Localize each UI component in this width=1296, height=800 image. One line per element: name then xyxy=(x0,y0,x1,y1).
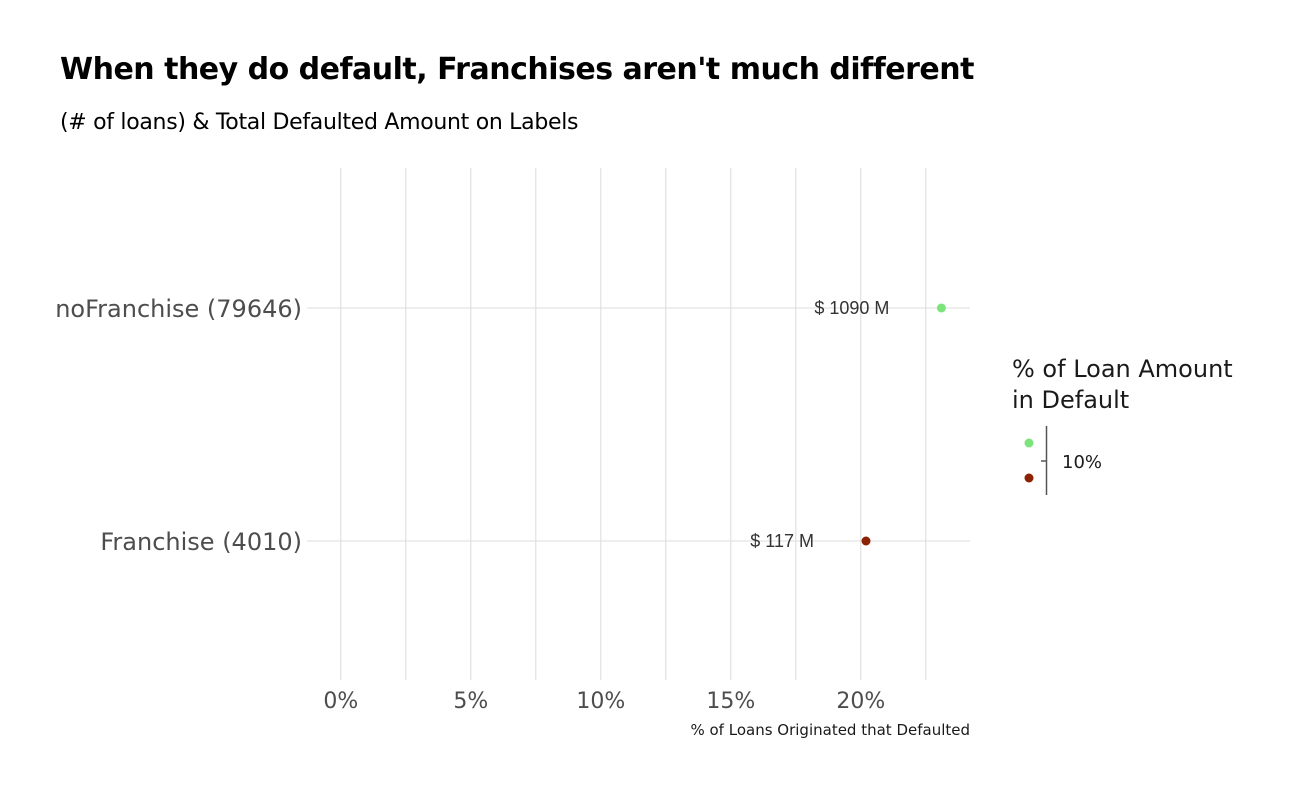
axis-layer: 0% 5% 10% 15% 20% % of Loans Originated that … xyxy=(55,295,970,739)
legend-key-point xyxy=(1024,438,1034,448)
x-axis-label: % of Loans Originated that Defaulted xyxy=(690,721,970,739)
legend-key-point xyxy=(1024,473,1034,483)
y-tick-label: Franchise (4010) xyxy=(100,528,302,556)
x-tick-label: 10% xyxy=(576,689,625,714)
chart-subtitle: (# of loans) & Total Defaulted Amount on… xyxy=(60,110,579,135)
data-label: $ 117 M xyxy=(750,531,814,551)
data-point xyxy=(936,303,946,313)
x-tick-label: 20% xyxy=(836,689,885,714)
x-tick-label: 15% xyxy=(706,689,755,714)
legend-label: 10% xyxy=(1062,452,1102,473)
legend-title: % of Loan Amount xyxy=(1012,355,1233,383)
chart-title: When they do default, Franchises aren't … xyxy=(60,52,974,87)
y-tick-label: noFranchise (79646) xyxy=(55,295,302,323)
data-label: $ 1090 M xyxy=(814,298,889,318)
grid-layer xyxy=(307,168,970,680)
marks-layer: $ 1090 M $ 117 M xyxy=(750,298,946,551)
legend-title: in Default xyxy=(1012,386,1129,414)
x-tick-label: 5% xyxy=(453,689,488,714)
x-tick-label: 0% xyxy=(323,689,358,714)
data-point xyxy=(861,536,871,546)
legend-layer: % of Loan Amount in Default 10% xyxy=(1012,355,1233,495)
